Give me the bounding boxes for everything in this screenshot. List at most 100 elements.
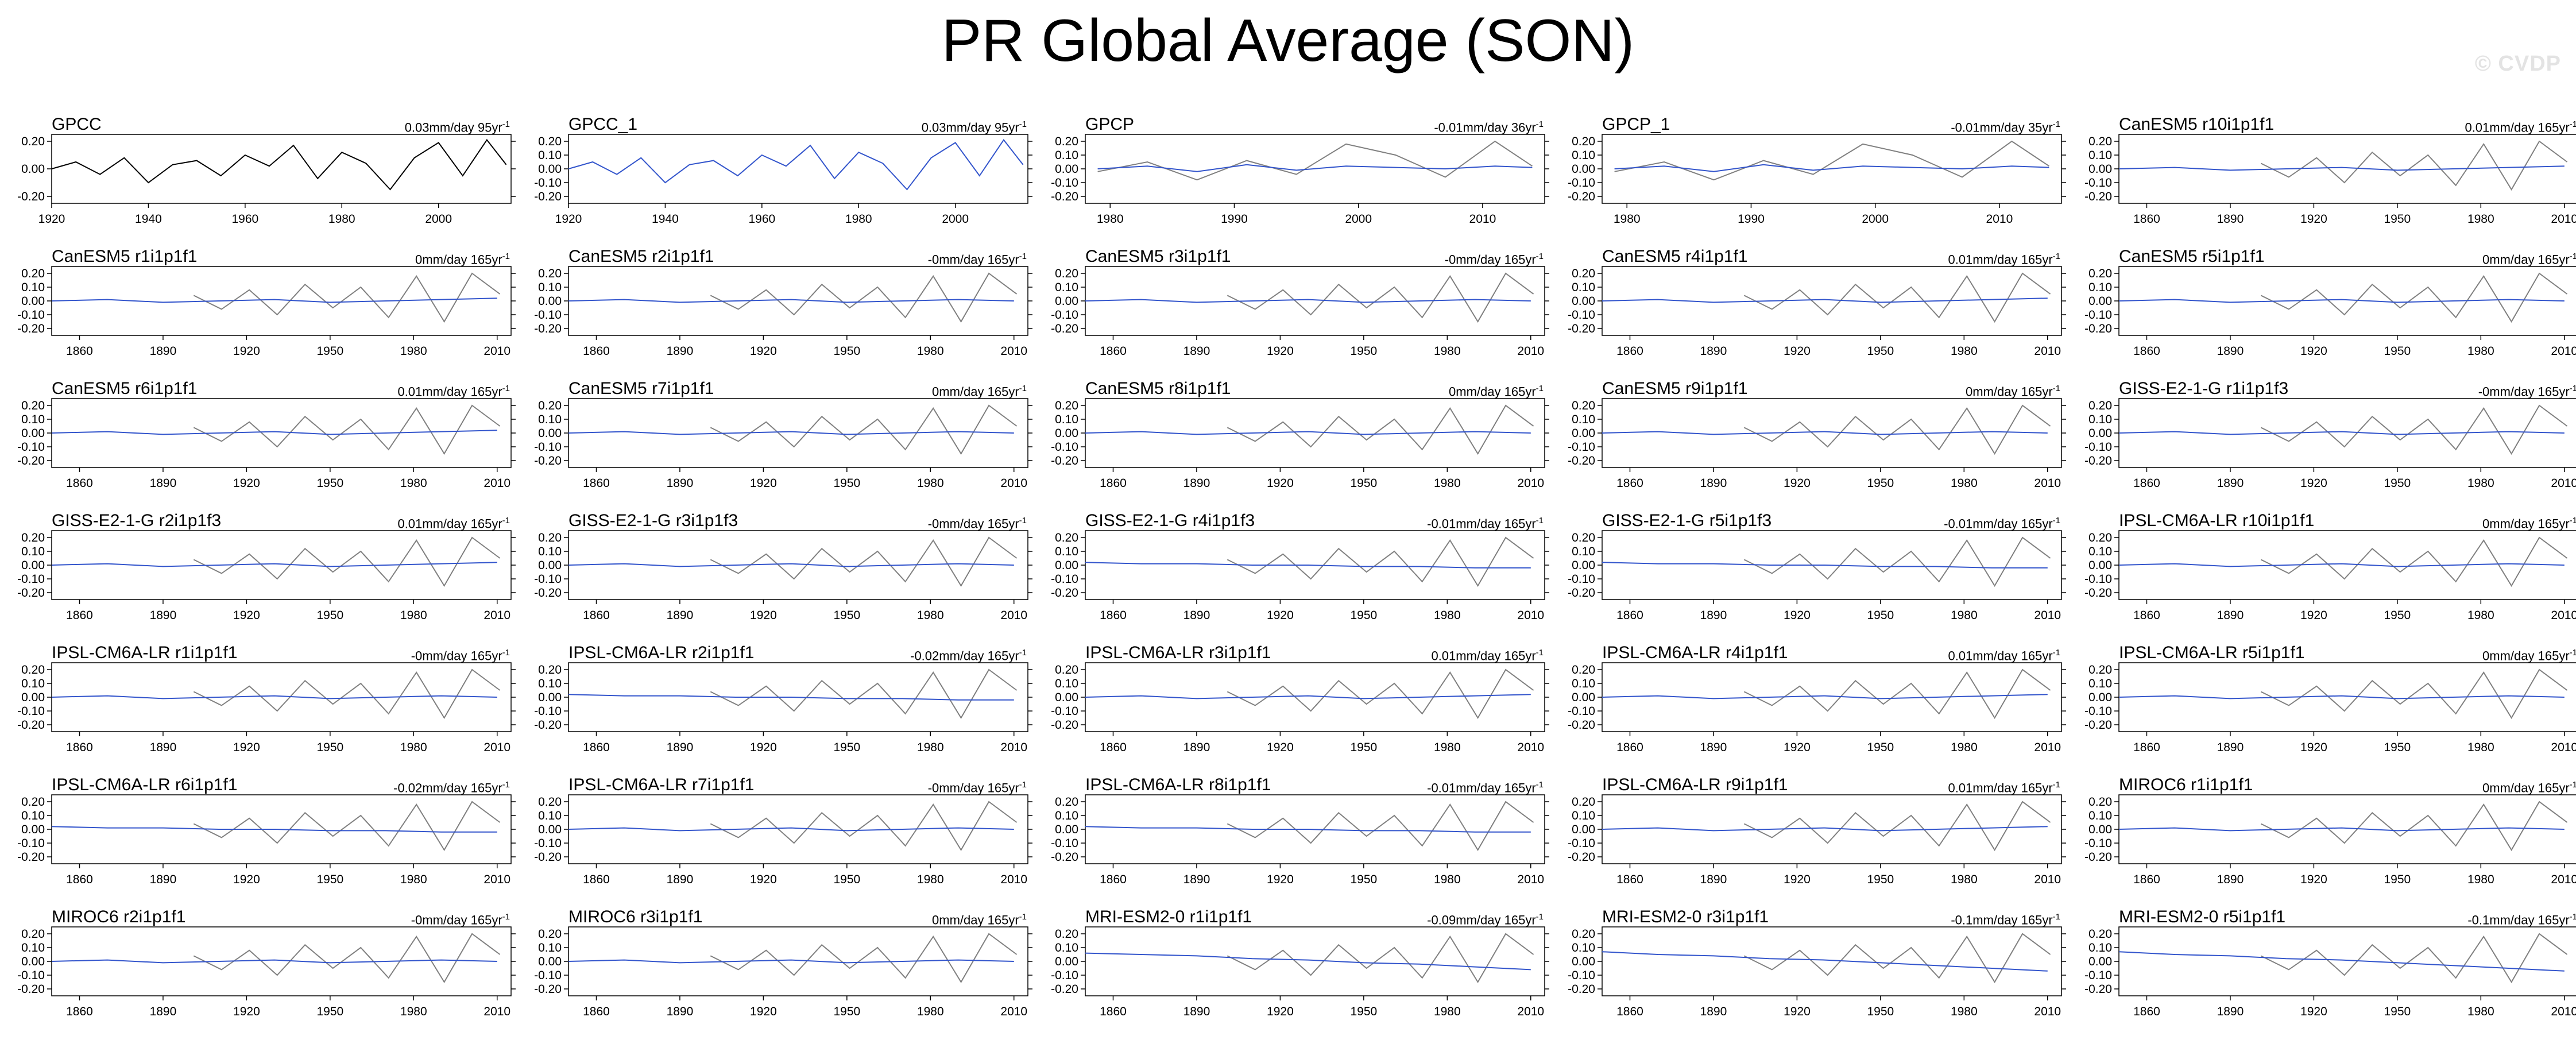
trend-label: -0mm/day 165yr-1 xyxy=(928,512,1027,532)
panel-title: CanESM5 r9i1p1f1 xyxy=(1602,379,1748,398)
x-tick-label: 1950 xyxy=(1350,345,1377,358)
y-tick-label: -0.10 xyxy=(1051,440,1078,454)
x-tick-label: 1980 xyxy=(400,741,427,754)
y-tick-label: 0.00 xyxy=(1572,691,1595,704)
x-tick-label: 1980 xyxy=(2467,477,2494,490)
trend-value: 0mm/day 165yr xyxy=(415,252,502,267)
x-tick-label: 1860 xyxy=(2133,1005,2160,1018)
x-tick-label: 1980 xyxy=(2467,212,2494,226)
x-tick-label: 1860 xyxy=(66,873,93,886)
panel-title: CanESM5 r4i1p1f1 xyxy=(1602,247,1748,266)
x-tick-label: 1950 xyxy=(833,477,860,490)
panel-plot: 0.200.100.00-0.10-0.20 1860 1890 1920 1950 19… xyxy=(1568,530,2066,622)
y-tick-label: -0.20 xyxy=(17,454,45,467)
trend-exponent: -1 xyxy=(2569,119,2576,129)
y-tick-label: 0.00 xyxy=(1055,691,1078,704)
x-tick-label: 1920 xyxy=(233,609,260,622)
y-tick-label: 0.00 xyxy=(21,691,45,704)
y-tick-label: 0.20 xyxy=(1572,267,1595,280)
series-line-ensemble xyxy=(1085,431,1531,435)
panel-title: IPSL-CM6A-LR r3i1p1f1 xyxy=(1085,643,1271,662)
x-tick-label: 1980 xyxy=(1434,477,1461,490)
plot-frame xyxy=(1085,266,1545,336)
trend-label: 0mm/day 165yr-1 xyxy=(932,909,1027,929)
trend-value: -0.09mm/day 165yr xyxy=(1427,913,1536,927)
y-tick-label: 0.00 xyxy=(2088,163,2112,176)
x-tick-label: 1950 xyxy=(316,1005,343,1018)
y-tick-label: 0.00 xyxy=(1055,427,1078,440)
x-tick-label: 2010 xyxy=(2551,477,2576,490)
series-line-ensemble xyxy=(2118,165,2565,171)
chart-panel: GPCC 0.03mm/day 95yr-1 0.20 0.00 -0.20 1920 19… xyxy=(0,115,517,247)
y-tick-label: 0.00 xyxy=(1572,823,1595,836)
y-tick-label: 0.10 xyxy=(538,941,562,954)
chart-panel: CanESM5 r7i1p1f1 0mm/day 165yr-1 0.20 0.10 0… xyxy=(517,379,1034,511)
x-tick-label: 1990 xyxy=(1221,212,1248,226)
plot-frame xyxy=(2118,266,2576,336)
series-line-ensemble xyxy=(1097,164,1533,172)
x-tick-label: 1890 xyxy=(1700,873,1727,886)
y-tick-label: 0.20 xyxy=(538,267,562,280)
y-tick-label: 0.20 xyxy=(1055,663,1078,677)
trend-exponent: -1 xyxy=(1535,119,1544,129)
y-tick-label: -0.10 xyxy=(534,440,562,454)
trend-value: 0.03mm/day 95yr xyxy=(921,120,1019,135)
series-line-ensemble xyxy=(1602,694,2048,699)
y-tick-label: -0.10 xyxy=(17,573,45,586)
page-title: PR Global Average (SON) xyxy=(941,7,1635,74)
panel-plot: 0.200.100.00-0.10-0.20 1860 1890 1920 1950 19… xyxy=(17,266,516,358)
y-tick-label: -0.10 xyxy=(2084,705,2112,718)
series-line-ensemble xyxy=(1085,952,1531,971)
trend-label: -0.01mm/day 165yr-1 xyxy=(1427,512,1544,532)
plot-frame xyxy=(2118,134,2576,204)
x-tick-label: 1940 xyxy=(652,212,679,226)
trend-value: -0.1mm/day 165yr xyxy=(1951,913,2053,927)
y-tick-label: -0.20 xyxy=(1568,851,1595,864)
x-tick-label: 1890 xyxy=(667,741,694,754)
trend-exponent: -1 xyxy=(2052,252,2060,261)
trend-exponent: -1 xyxy=(1019,780,1027,790)
trend-value: -0mm/day 165yr xyxy=(411,648,502,663)
x-tick-label: 1920 xyxy=(750,609,777,622)
trend-exponent: -1 xyxy=(1535,384,1544,393)
panel-plot: 0.200.100.00-0.10-0.20 1860 1890 1920 1950 19… xyxy=(17,530,516,622)
y-tick-label: -0.20 xyxy=(17,322,45,335)
x-tick-label: 1980 xyxy=(1614,212,1641,226)
y-tick-label: 0.20 xyxy=(21,531,45,544)
x-tick-label: 1950 xyxy=(2384,741,2411,754)
series-line-ensemble xyxy=(2118,695,2565,699)
x-tick-label: 2010 xyxy=(1517,1005,1544,1018)
x-tick-label: 1860 xyxy=(2133,609,2160,622)
x-tick-label: 1860 xyxy=(1100,741,1127,754)
trend-label: 0.01mm/day 165yr-1 xyxy=(2465,116,2576,136)
series-line-ensemble xyxy=(1614,164,2049,172)
x-tick-label: 1950 xyxy=(1867,609,1894,622)
x-tick-label: 1920 xyxy=(233,345,260,358)
y-tick-label: -0.20 xyxy=(2084,322,2112,335)
y-tick-label: 0.20 xyxy=(538,663,562,677)
trend-value: 0.03mm/day 95yr xyxy=(404,120,502,135)
y-tick-label: 0.20 xyxy=(1055,135,1078,148)
plot-frame xyxy=(568,134,1028,204)
series-line-reference xyxy=(193,668,501,719)
y-tick-label: 0.20 xyxy=(1572,399,1595,412)
y-tick-label: -0.20 xyxy=(1568,586,1595,600)
x-tick-label: 2000 xyxy=(942,212,969,226)
y-tick-label: -0.10 xyxy=(17,969,45,982)
x-tick-label: 1950 xyxy=(833,609,860,622)
series-line-reference xyxy=(193,801,501,851)
panel-title: MIROC6 r2i1p1f1 xyxy=(52,907,186,926)
x-tick-label: 1920 xyxy=(750,741,777,754)
trend-label: -0.09mm/day 165yr-1 xyxy=(1427,909,1544,929)
y-tick-label: 0.10 xyxy=(21,809,45,822)
y-tick-label: -0.10 xyxy=(1568,837,1595,850)
x-tick-label: 1860 xyxy=(583,345,610,358)
x-tick-label: 1920 xyxy=(2300,477,2327,490)
trend-label: 0.01mm/day 165yr-1 xyxy=(1431,644,1544,664)
y-tick-label: -0.10 xyxy=(2084,440,2112,454)
series-line-reference xyxy=(1743,801,2051,851)
series-line-reference xyxy=(710,668,1018,719)
x-tick-label: 1860 xyxy=(2133,873,2160,886)
x-tick-label: 1920 xyxy=(2300,741,2327,754)
